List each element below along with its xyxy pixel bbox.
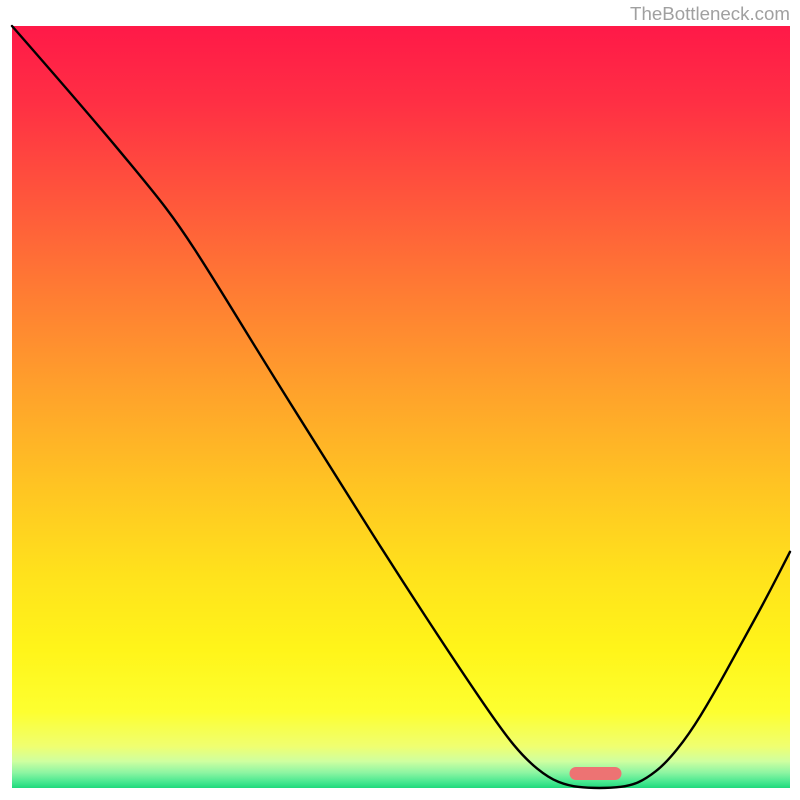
watermark-text: TheBottleneck.com bbox=[630, 3, 790, 25]
bottleneck-chart: TheBottleneck.com bbox=[0, 0, 800, 800]
gradient-background bbox=[12, 26, 790, 788]
